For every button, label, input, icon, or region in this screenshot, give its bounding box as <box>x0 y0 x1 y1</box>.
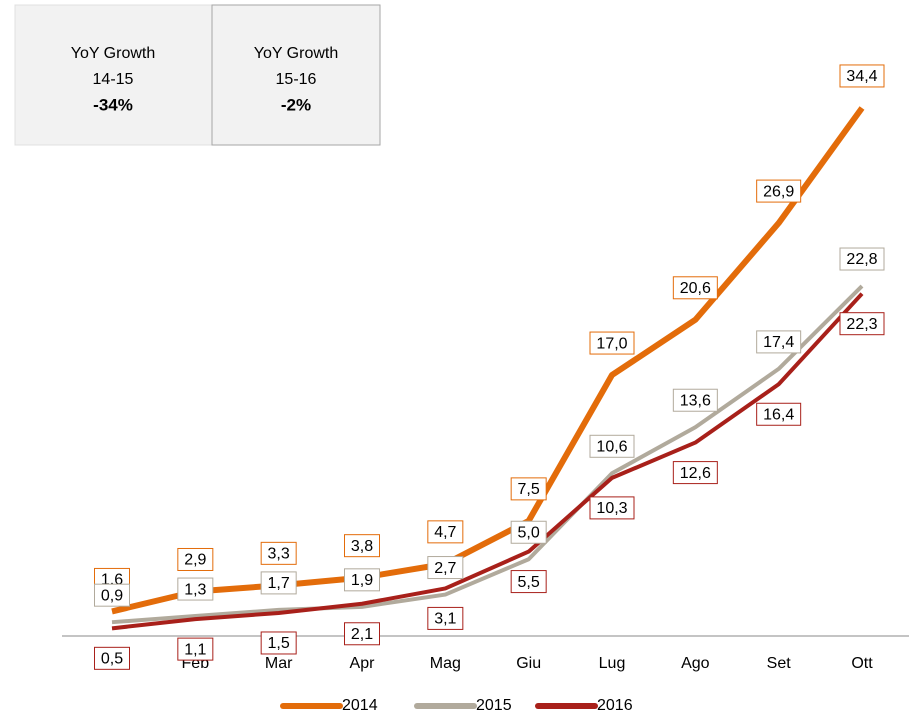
data-label-box <box>177 577 214 601</box>
data-label-box <box>344 534 380 558</box>
x-tick-label: Apr <box>350 655 376 672</box>
data-label: 3,8 <box>351 538 373 555</box>
data-label: 17,4 <box>763 334 794 351</box>
data-label: 17,0 <box>596 335 627 352</box>
data-label-box <box>177 637 214 661</box>
data-label: 2,7 <box>434 560 456 577</box>
data-label-box <box>427 606 464 630</box>
data-label-box <box>260 541 297 565</box>
data-label: 7,5 <box>518 481 540 498</box>
data-label-box <box>260 631 297 655</box>
data-label: 34,4 <box>846 68 877 85</box>
data-label-box <box>510 477 547 501</box>
data-label: 3,3 <box>268 546 290 563</box>
data-label: 1,1 <box>184 641 206 658</box>
data-label: 1,5 <box>268 635 290 652</box>
data-label-box <box>839 64 885 88</box>
kpi-title: YoY Growth <box>254 45 339 62</box>
data-label: 1,3 <box>184 581 206 598</box>
data-label-box <box>427 556 464 580</box>
kpi-period: 14-15 <box>93 71 134 88</box>
data-label: 26,9 <box>763 183 794 200</box>
line-series <box>111 292 864 631</box>
data-label-box <box>672 388 718 412</box>
data-label-box <box>756 179 802 203</box>
data-label-box <box>589 434 635 458</box>
data-label: 5,5 <box>518 574 540 591</box>
line-series <box>111 106 865 615</box>
data-label-box <box>260 571 297 595</box>
legend-label: 2016 <box>597 697 633 714</box>
x-tick-label: Mar <box>265 655 293 672</box>
data-label-box <box>839 247 885 271</box>
data-label-box <box>94 583 130 607</box>
kpi-period: 15-16 <box>276 71 317 88</box>
kpi-value: -34% <box>93 95 133 114</box>
data-label: 10,3 <box>596 500 627 517</box>
data-label-box <box>427 520 464 544</box>
legend-label: 2014 <box>342 697 378 714</box>
data-label: 1,9 <box>351 572 373 589</box>
data-label: 0,5 <box>101 651 123 668</box>
data-label: 10,6 <box>596 439 627 456</box>
data-label: 20,6 <box>680 280 711 297</box>
data-label: 13,6 <box>680 392 711 409</box>
data-label-box <box>177 547 214 571</box>
data-label: 22,8 <box>846 251 877 268</box>
data-label: 5,0 <box>518 524 540 541</box>
data-label-box <box>344 622 380 646</box>
data-label: 4,7 <box>434 524 456 541</box>
data-label-box <box>589 496 635 520</box>
x-tick-label: Lug <box>599 655 626 672</box>
data-label-box <box>510 520 547 544</box>
data-label-box <box>672 276 718 300</box>
data-label-box <box>756 330 802 354</box>
data-label: 2,1 <box>351 626 373 643</box>
kpi-title: YoY Growth <box>71 45 156 62</box>
data-label-box <box>344 568 380 592</box>
x-tick-label: Set <box>767 655 792 672</box>
data-label: 22,3 <box>846 316 877 333</box>
kpi-box <box>14 4 213 146</box>
kpi-box <box>211 4 381 146</box>
data-label: 2,9 <box>184 552 206 569</box>
x-tick-label: Ago <box>681 655 710 672</box>
kpi-value: -2% <box>281 95 311 114</box>
data-label: 1,7 <box>268 575 290 592</box>
x-tick-label: Giu <box>516 655 541 672</box>
data-label-box <box>94 646 130 670</box>
line-series <box>111 284 864 625</box>
data-label: 12,6 <box>680 465 711 482</box>
x-tick-label: Ott <box>851 655 873 672</box>
data-label-box <box>589 331 635 355</box>
x-tick-label: Mag <box>430 655 461 672</box>
data-label-box <box>839 312 885 336</box>
data-label: 16,4 <box>763 406 794 423</box>
data-label-box <box>756 402 802 426</box>
data-label-box <box>672 461 718 485</box>
data-label: 3,1 <box>434 611 456 628</box>
data-label-box <box>510 570 547 594</box>
data-label: 0,9 <box>101 587 123 604</box>
legend-label: 2015 <box>476 697 512 714</box>
